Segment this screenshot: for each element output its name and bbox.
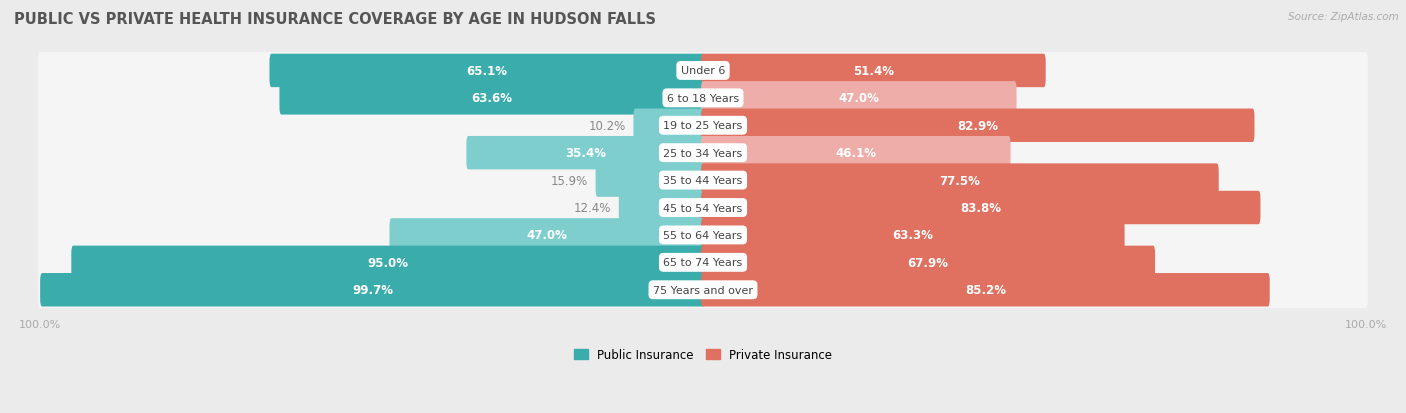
- FancyBboxPatch shape: [38, 135, 1368, 172]
- FancyBboxPatch shape: [38, 272, 1368, 309]
- FancyBboxPatch shape: [702, 109, 1254, 142]
- FancyBboxPatch shape: [702, 137, 1011, 170]
- Text: 65.1%: 65.1%: [467, 65, 508, 78]
- Text: 35 to 44 Years: 35 to 44 Years: [664, 176, 742, 186]
- FancyBboxPatch shape: [619, 191, 704, 225]
- Text: 51.4%: 51.4%: [853, 65, 894, 78]
- FancyBboxPatch shape: [38, 217, 1368, 254]
- Text: 12.4%: 12.4%: [574, 202, 610, 214]
- Text: 77.5%: 77.5%: [939, 174, 980, 187]
- FancyBboxPatch shape: [702, 273, 1270, 307]
- Text: 82.9%: 82.9%: [957, 119, 998, 133]
- FancyBboxPatch shape: [702, 82, 1017, 115]
- FancyBboxPatch shape: [270, 55, 704, 88]
- FancyBboxPatch shape: [41, 273, 704, 307]
- FancyBboxPatch shape: [38, 108, 1368, 144]
- Text: 63.3%: 63.3%: [893, 229, 934, 242]
- FancyBboxPatch shape: [389, 218, 704, 252]
- FancyBboxPatch shape: [702, 164, 1219, 197]
- Text: Source: ZipAtlas.com: Source: ZipAtlas.com: [1288, 12, 1399, 22]
- Text: 19 to 25 Years: 19 to 25 Years: [664, 121, 742, 131]
- Text: 65 to 74 Years: 65 to 74 Years: [664, 258, 742, 268]
- FancyBboxPatch shape: [702, 246, 1156, 280]
- FancyBboxPatch shape: [38, 80, 1368, 117]
- Text: 45 to 54 Years: 45 to 54 Years: [664, 203, 742, 213]
- Text: Under 6: Under 6: [681, 66, 725, 76]
- Text: 75 Years and over: 75 Years and over: [652, 285, 754, 295]
- FancyBboxPatch shape: [467, 137, 704, 170]
- FancyBboxPatch shape: [38, 53, 1368, 90]
- FancyBboxPatch shape: [633, 109, 704, 142]
- Text: 6 to 18 Years: 6 to 18 Years: [666, 94, 740, 104]
- Text: 15.9%: 15.9%: [550, 174, 588, 187]
- Text: 95.0%: 95.0%: [367, 256, 409, 269]
- FancyBboxPatch shape: [702, 218, 1125, 252]
- Text: 25 to 34 Years: 25 to 34 Years: [664, 148, 742, 158]
- FancyBboxPatch shape: [38, 244, 1368, 281]
- FancyBboxPatch shape: [38, 162, 1368, 199]
- Text: 67.9%: 67.9%: [907, 256, 949, 269]
- Text: 85.2%: 85.2%: [965, 284, 1005, 297]
- Text: 10.2%: 10.2%: [588, 119, 626, 133]
- FancyBboxPatch shape: [596, 164, 704, 197]
- Text: 83.8%: 83.8%: [960, 202, 1001, 214]
- FancyBboxPatch shape: [38, 190, 1368, 226]
- FancyBboxPatch shape: [702, 191, 1260, 225]
- Text: PUBLIC VS PRIVATE HEALTH INSURANCE COVERAGE BY AGE IN HUDSON FALLS: PUBLIC VS PRIVATE HEALTH INSURANCE COVER…: [14, 12, 657, 27]
- Text: 63.6%: 63.6%: [471, 92, 513, 105]
- FancyBboxPatch shape: [280, 82, 704, 115]
- Text: 99.7%: 99.7%: [352, 284, 394, 297]
- Text: 55 to 64 Years: 55 to 64 Years: [664, 230, 742, 240]
- Text: 46.1%: 46.1%: [835, 147, 876, 160]
- FancyBboxPatch shape: [72, 246, 704, 280]
- Legend: Public Insurance, Private Insurance: Public Insurance, Private Insurance: [569, 343, 837, 366]
- FancyBboxPatch shape: [702, 55, 1046, 88]
- Text: 47.0%: 47.0%: [838, 92, 879, 105]
- Text: 47.0%: 47.0%: [527, 229, 568, 242]
- Text: 35.4%: 35.4%: [565, 147, 606, 160]
